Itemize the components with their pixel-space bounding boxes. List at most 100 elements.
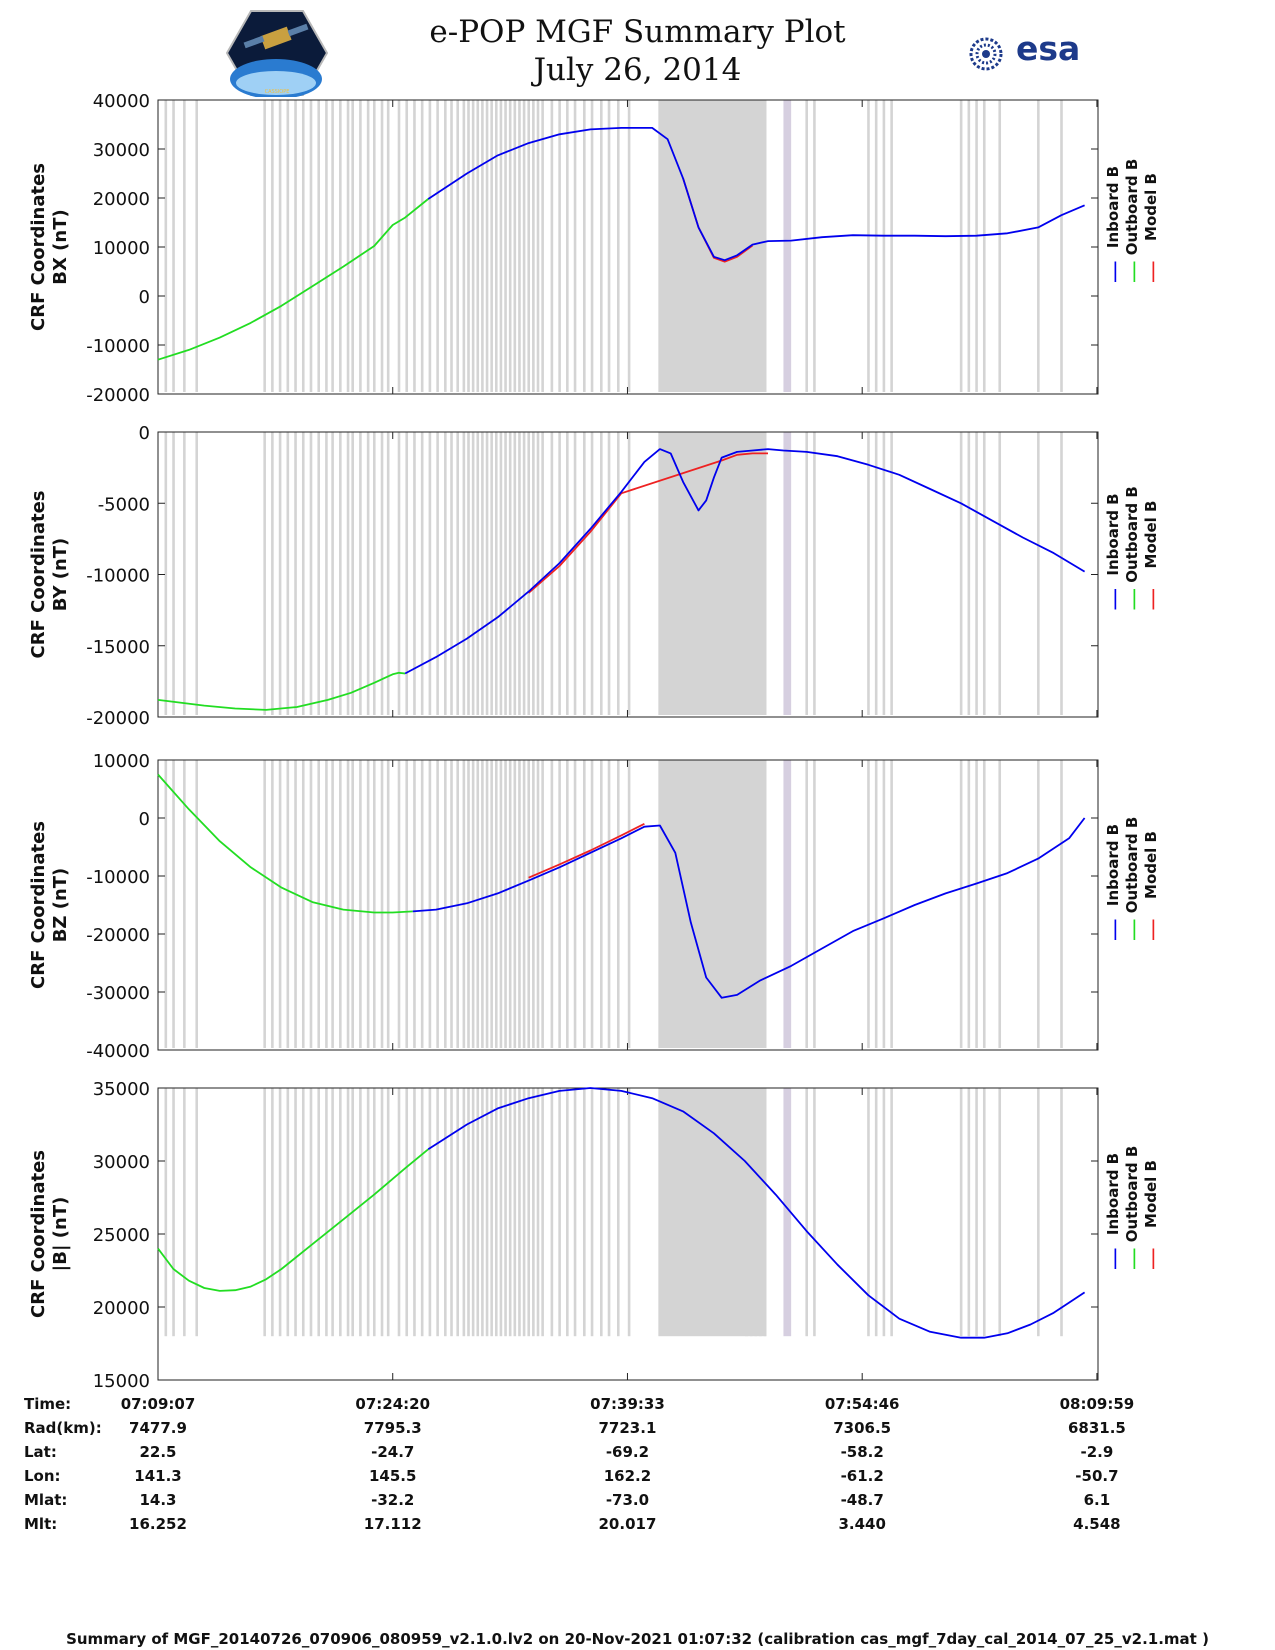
gap-bar bbox=[456, 1088, 459, 1337]
gap-block bbox=[783, 100, 792, 392]
gap-block bbox=[783, 432, 792, 715]
gap-bar bbox=[499, 1088, 503, 1337]
gap-bar bbox=[372, 432, 376, 715]
gap-bar bbox=[397, 760, 401, 1048]
series-inboard-b bbox=[404, 448, 1086, 675]
gap-bar bbox=[998, 760, 1002, 1048]
ephemeris-value: -73.0 bbox=[605, 1491, 650, 1509]
gap-bar bbox=[490, 1088, 493, 1337]
gap-bar bbox=[278, 432, 282, 715]
gap-bar bbox=[882, 432, 886, 715]
ephemeris-value: 6.1 bbox=[1083, 1491, 1111, 1509]
gap-bar bbox=[490, 100, 493, 392]
gap-bar bbox=[366, 100, 370, 392]
gap-bar bbox=[499, 432, 503, 715]
gap-bar bbox=[513, 432, 517, 715]
gap-bar bbox=[558, 760, 561, 1048]
legend-label: Inboard B bbox=[1104, 1153, 1122, 1235]
gap-bar bbox=[485, 100, 489, 392]
y-tick-label: -10000 bbox=[86, 336, 150, 357]
gap-bar bbox=[558, 100, 561, 392]
gap-bar bbox=[573, 760, 577, 1048]
y-tick-label: 25000 bbox=[93, 1225, 150, 1246]
gap-bar bbox=[301, 1088, 305, 1337]
gap-bar bbox=[959, 760, 963, 1048]
ephemeris-value: 7306.5 bbox=[833, 1419, 892, 1437]
ephemeris-value: -32.2 bbox=[371, 1491, 415, 1509]
gap-bar bbox=[325, 1088, 328, 1337]
gap-bar bbox=[541, 432, 544, 715]
legend-label: Inboard B bbox=[1104, 493, 1122, 575]
y-tick-label: 30000 bbox=[93, 140, 150, 161]
gap-bar bbox=[532, 100, 535, 392]
plot-frame bbox=[157, 759, 1099, 1051]
gap-bar bbox=[386, 432, 390, 715]
series-model-b bbox=[528, 452, 768, 594]
gap-bar bbox=[428, 1088, 432, 1337]
gap-bar bbox=[444, 760, 447, 1048]
y-tick-label: -15000 bbox=[86, 637, 150, 658]
gap-bar bbox=[317, 1088, 321, 1337]
gap-bar bbox=[813, 432, 816, 715]
esa-logo-icon bbox=[969, 37, 1003, 71]
legend-marker: | bbox=[1131, 258, 1138, 282]
gap-bar bbox=[890, 432, 893, 715]
gap-bar bbox=[583, 100, 586, 392]
gap-bar bbox=[346, 432, 350, 715]
gap-bar bbox=[331, 432, 334, 715]
gap-bar bbox=[476, 100, 480, 392]
gap-bar bbox=[346, 100, 350, 392]
y-tick-label: 0 bbox=[139, 287, 150, 308]
gap-bar bbox=[286, 760, 290, 1048]
y-tick-label: 10000 bbox=[93, 238, 150, 259]
gap-bar bbox=[317, 432, 321, 715]
gap-bar bbox=[1060, 100, 1063, 392]
gap-bar bbox=[550, 760, 554, 1048]
gap-bar bbox=[456, 432, 459, 715]
gap-block bbox=[658, 432, 767, 715]
gap-bar bbox=[331, 100, 334, 392]
legend-marker: | bbox=[1150, 586, 1157, 610]
gap-bar bbox=[494, 100, 498, 392]
gap-bar bbox=[600, 432, 603, 715]
gap-block bbox=[658, 760, 767, 1048]
y-axis-label: CRF CoordinatesBX (nT) bbox=[28, 163, 71, 331]
y-axis-label-line: BY (nT) bbox=[50, 538, 71, 612]
ephemeris-value: 141.3 bbox=[134, 1467, 182, 1485]
gap-bar bbox=[508, 760, 512, 1048]
gap-bar bbox=[467, 1088, 470, 1337]
legend-label: Inboard B bbox=[1104, 166, 1122, 248]
gap-bar bbox=[499, 760, 503, 1048]
ephemeris-value: 145.5 bbox=[368, 1467, 417, 1485]
gap-bar bbox=[366, 1088, 370, 1337]
gap-bar bbox=[481, 1088, 484, 1337]
gap-bar bbox=[513, 100, 517, 392]
gap-bar bbox=[1037, 760, 1040, 1048]
y-axis-label-line: CRF Coordinates bbox=[28, 1150, 49, 1318]
gap-bar bbox=[627, 432, 631, 715]
gap-bar bbox=[450, 1088, 453, 1337]
ephemeris-row-label: Time: bbox=[24, 1395, 72, 1413]
gap-bar bbox=[263, 100, 266, 392]
gap-bar bbox=[1060, 760, 1063, 1048]
ephemeris-value: -24.7 bbox=[371, 1443, 415, 1461]
gap-bar bbox=[309, 100, 313, 392]
gap-bar bbox=[975, 1088, 978, 1337]
gap-bar bbox=[874, 760, 878, 1048]
gap-bar bbox=[420, 760, 424, 1048]
gap-bar bbox=[476, 760, 480, 1048]
ephemeris-row-label: Lat: bbox=[24, 1443, 57, 1461]
gap-bar bbox=[541, 1088, 544, 1337]
gap-bar bbox=[164, 760, 168, 1048]
gap-bar bbox=[527, 432, 531, 715]
gap-bar bbox=[522, 100, 526, 392]
gap-bar bbox=[405, 100, 409, 392]
y-tick-label: 20000 bbox=[93, 189, 150, 210]
gap-bar bbox=[959, 100, 963, 392]
y-tick-label: 15000 bbox=[93, 1371, 150, 1392]
gap-bar bbox=[420, 1088, 424, 1337]
y-axis-label-line: CRF Coordinates bbox=[28, 163, 49, 331]
gap-bar bbox=[566, 432, 569, 715]
gap-bar bbox=[494, 432, 498, 715]
gap-bar bbox=[413, 432, 416, 715]
